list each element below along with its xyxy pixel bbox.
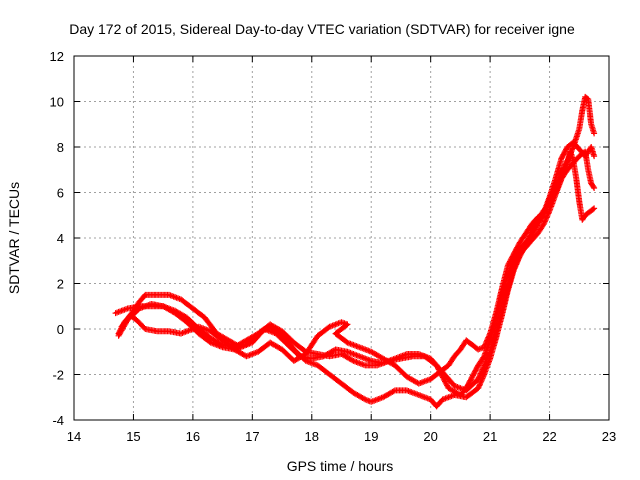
x-tick-label: 20 xyxy=(423,429,437,444)
data-point-marker xyxy=(390,388,397,395)
plot-markers xyxy=(112,93,598,410)
x-tick-label: 17 xyxy=(245,429,259,444)
x-tick-label: 14 xyxy=(67,429,81,444)
data-point-marker xyxy=(591,153,598,160)
y-tick-label: 10 xyxy=(50,95,64,110)
series-satellite-track-2 xyxy=(118,148,598,394)
data-point-marker xyxy=(515,255,522,262)
x-axis-label: GPS time / hours xyxy=(287,458,394,474)
x-tick-label: 16 xyxy=(186,429,200,444)
x-tick-label: 23 xyxy=(602,429,616,444)
data-point-marker xyxy=(543,214,550,221)
x-tick-label: 19 xyxy=(364,429,378,444)
y-tick-label: 6 xyxy=(57,186,64,201)
y-tick-label: 0 xyxy=(57,322,64,337)
y-axis-label: SDTVAR / TECUs xyxy=(6,182,22,294)
data-point-marker xyxy=(541,218,548,225)
data-point-marker xyxy=(591,185,598,191)
data-point-marker xyxy=(590,183,597,190)
y-tick-label: -4 xyxy=(52,413,64,428)
gridlines xyxy=(74,56,609,420)
data-point-marker xyxy=(361,395,367,402)
y-tick-label: 2 xyxy=(57,277,64,292)
y-tick-label: -2 xyxy=(52,368,64,383)
x-tick-label: 21 xyxy=(483,429,497,444)
data-point-marker xyxy=(591,205,598,212)
y-tick-label: 4 xyxy=(57,231,64,246)
data-point-marker xyxy=(540,221,547,228)
data-point-marker xyxy=(524,237,531,244)
x-tick-label: 22 xyxy=(542,429,556,444)
data-point-marker xyxy=(526,233,533,240)
data-point-marker xyxy=(590,206,597,213)
x-tick-label: 15 xyxy=(126,429,140,444)
y-tick-label: 8 xyxy=(57,140,64,155)
series-satellite-track-3 xyxy=(112,148,598,410)
series-satellite-track-4 xyxy=(115,139,598,387)
y-tick-label: 12 xyxy=(50,49,64,64)
chart-title: Day 172 of 2015, Sidereal Day-to-day VTE… xyxy=(69,21,575,37)
x-tick-label: 18 xyxy=(305,429,319,444)
data-point-marker xyxy=(512,264,519,271)
data-point-marker xyxy=(591,130,598,137)
data-point-marker xyxy=(522,241,529,248)
data-point-marker xyxy=(349,357,356,364)
axis-ticks: 14 15 16 17 18 19 20 21 22 23 -4 -2 0 2 4 6 8 10 12 xyxy=(50,49,617,444)
